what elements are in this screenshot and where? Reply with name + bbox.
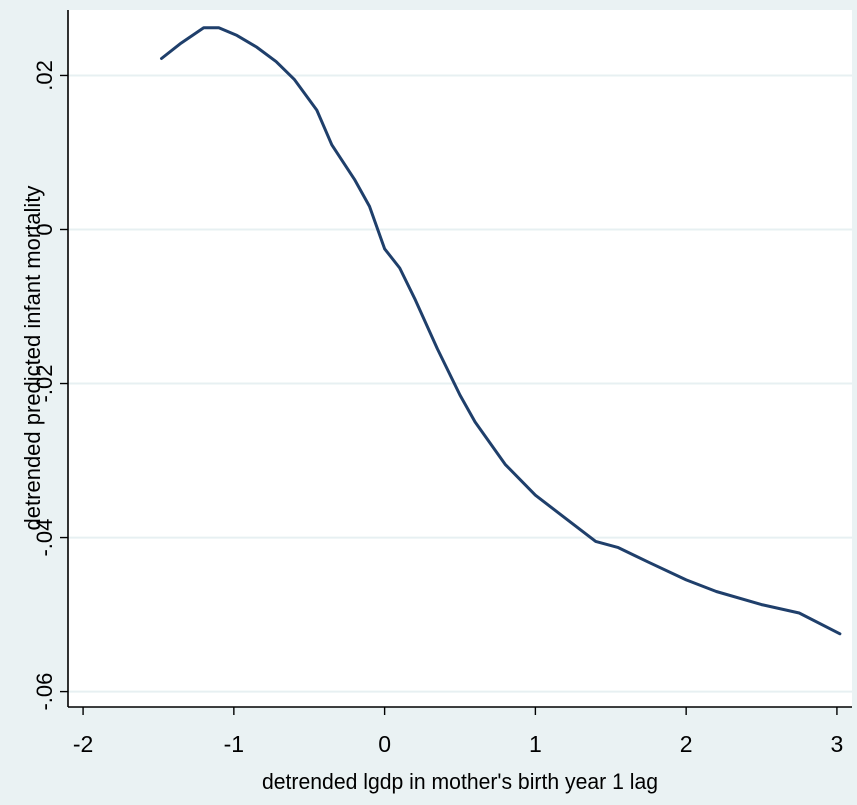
grid-lines — [68, 74, 852, 693]
y-tick-label: 0 — [32, 223, 57, 235]
x-tick-label: 3 — [831, 731, 844, 757]
x-tick-label: 2 — [680, 731, 693, 757]
ticks: -.06 -.04 -.02 0 .02 -2 -1 0 1 2 3 — [32, 60, 843, 757]
x-tick-label: -1 — [224, 731, 244, 757]
series-layer — [160, 26, 842, 636]
x-tick-label: 1 — [529, 731, 542, 757]
y-tick-label: -.06 — [32, 673, 57, 711]
x-tick-label: 0 — [378, 731, 391, 757]
series-line — [160, 26, 842, 636]
y-tick-label: .02 — [32, 60, 57, 91]
plot-area — [68, 10, 852, 707]
axes — [67, 10, 852, 708]
y-tick-label: -.04 — [32, 519, 57, 557]
y-tick-label: -.02 — [32, 365, 57, 403]
y-axis-label: detrended predicted infant mortality — [20, 186, 45, 531]
x-tick-label: -2 — [73, 731, 93, 757]
x-axis-label: detrended lgdp in mother's birth year 1 … — [262, 769, 658, 794]
